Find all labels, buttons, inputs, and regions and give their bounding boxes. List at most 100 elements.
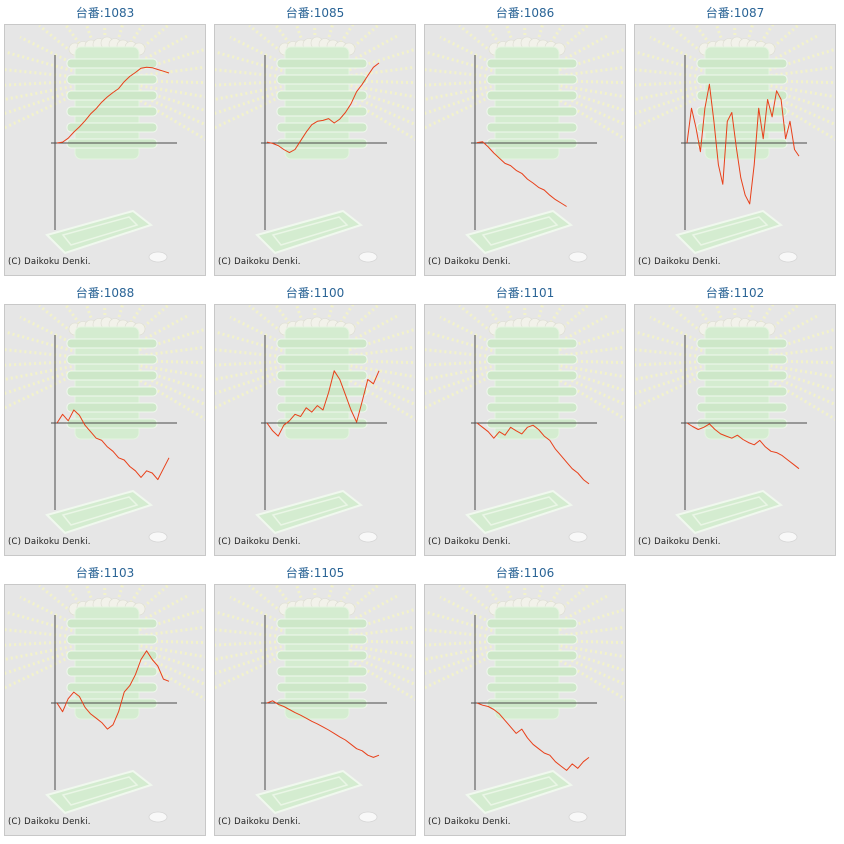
copyright-text: (C) Daikoku Denki. [218, 257, 301, 267]
chart-frame: (C) Daikoku Denki. [214, 304, 416, 556]
chart-title-link[interactable]: 台番:1088 [75, 286, 135, 300]
pachinko-box-icon [276, 606, 368, 720]
chart-title-link[interactable]: 台番:1105 [285, 566, 345, 580]
coin-icon [778, 251, 798, 263]
copyright-text: (C) Daikoku Denki. [428, 817, 511, 827]
chart-title-link[interactable]: 台番:1106 [495, 566, 555, 580]
copyright-text: (C) Daikoku Denki. [428, 537, 511, 547]
slump-line [56, 650, 170, 730]
coin-icon [568, 531, 588, 543]
machine-chart-card: 台番:1102 (C) Daikoku Denki. [630, 280, 840, 556]
medal-tray-icon [45, 209, 154, 255]
slump-line [56, 409, 170, 481]
slump-graph [425, 305, 625, 543]
machine-chart-card: 台番:1087 (C) Daikoku Denki. [630, 0, 840, 276]
chart-frame: (C) Daikoku Denki. [214, 24, 416, 276]
pachinko-box-icon [66, 606, 158, 720]
machine-chart-card: 台番:1101 (C) Daikoku Denki. [420, 280, 630, 556]
chart-frame: (C) Daikoku Denki. [4, 584, 206, 836]
pachinko-box-icon [276, 326, 368, 440]
medal-tray-icon [465, 769, 574, 815]
slump-graph [425, 25, 625, 263]
chart-title-link[interactable]: 台番:1101 [495, 286, 555, 300]
chart-title-link[interactable]: 台番:1086 [495, 6, 555, 20]
coin-icon [148, 251, 168, 263]
coin-icon [148, 531, 168, 543]
copyright-text: (C) Daikoku Denki. [218, 817, 301, 827]
chart-title-link[interactable]: 台番:1103 [75, 566, 135, 580]
slump-line [476, 702, 590, 771]
chart-title-link[interactable]: 台番:1083 [75, 6, 135, 20]
chart-title-link[interactable]: 台番:1100 [285, 286, 345, 300]
chart-frame: (C) Daikoku Denki. [424, 584, 626, 836]
machine-chart-card: 台番:1088 (C) Daikoku Denki. [0, 280, 210, 556]
chart-frame: (C) Daikoku Denki. [634, 24, 836, 276]
slump-line [266, 62, 380, 154]
pachinko-box-icon [696, 326, 788, 440]
slump-line [56, 66, 170, 144]
slump-line [266, 370, 380, 437]
machine-chart-card: 台番:1085 (C) Daikoku Denki. [210, 0, 420, 276]
slump-graph [425, 585, 625, 823]
copyright-text: (C) Daikoku Denki. [638, 537, 721, 547]
chart-title-link[interactable]: 台番:1102 [705, 286, 765, 300]
coin-icon [568, 811, 588, 823]
machine-chart-card: 台番:1086 (C) Daikoku Denki. [420, 0, 630, 276]
chart-frame: (C) Daikoku Denki. [4, 24, 206, 276]
slump-graph [215, 585, 415, 823]
pachinko-box-icon [486, 46, 578, 160]
medal-tray-icon [255, 209, 364, 255]
machine-chart-card: 台番:1106 (C) Daikoku Denki. [420, 560, 630, 836]
coin-icon [778, 531, 798, 543]
slump-graph [5, 585, 205, 823]
medal-tray-icon [675, 489, 784, 535]
slump-graph [635, 25, 835, 263]
machine-chart-card: 台番:1083 (C) Daikoku Denki. [0, 0, 210, 276]
medal-tray-icon [465, 489, 574, 535]
slump-graph [5, 305, 205, 543]
pachinko-box-icon [276, 46, 368, 160]
medal-tray-icon [255, 489, 364, 535]
copyright-text: (C) Daikoku Denki. [8, 257, 91, 267]
medal-tray-icon [45, 769, 154, 815]
machine-chart-card: 台番:1100 (C) Daikoku Denki. [210, 280, 420, 556]
medal-tray-icon [465, 209, 574, 255]
slump-line [686, 83, 800, 205]
slump-line [686, 422, 800, 470]
slump-graph [635, 305, 835, 543]
chart-title-link[interactable]: 台番:1085 [285, 6, 345, 20]
chart-frame: (C) Daikoku Denki. [634, 304, 836, 556]
pachinko-box-icon [486, 606, 578, 720]
slump-graph [5, 25, 205, 263]
pachinko-box-icon [696, 46, 788, 160]
chart-frame: (C) Daikoku Denki. [214, 584, 416, 836]
chart-frame: (C) Daikoku Denki. [424, 304, 626, 556]
copyright-text: (C) Daikoku Denki. [218, 537, 301, 547]
coin-icon [148, 811, 168, 823]
medal-tray-icon [675, 209, 784, 255]
coin-icon [358, 811, 378, 823]
chart-frame: (C) Daikoku Denki. [424, 24, 626, 276]
slump-line [266, 700, 380, 758]
slump-line [476, 141, 567, 207]
slump-line [476, 422, 590, 485]
copyright-text: (C) Daikoku Denki. [428, 257, 511, 267]
chart-frame: (C) Daikoku Denki. [4, 304, 206, 556]
slump-graph [215, 305, 415, 543]
coin-icon [358, 531, 378, 543]
pachinko-box-icon [66, 326, 158, 440]
coin-icon [568, 251, 588, 263]
slump-graph [215, 25, 415, 263]
medal-tray-icon [45, 489, 154, 535]
machine-chart-card: 台番:1103 (C) Daikoku Denki. [0, 560, 210, 836]
machine-chart-card: 台番:1105 (C) Daikoku Denki. [210, 560, 420, 836]
copyright-text: (C) Daikoku Denki. [8, 817, 91, 827]
pachinko-box-icon [486, 326, 578, 440]
chart-title-link[interactable]: 台番:1087 [705, 6, 765, 20]
copyright-text: (C) Daikoku Denki. [8, 537, 91, 547]
copyright-text: (C) Daikoku Denki. [638, 257, 721, 267]
pachinko-box-icon [66, 46, 158, 160]
coin-icon [358, 251, 378, 263]
medal-tray-icon [255, 769, 364, 815]
